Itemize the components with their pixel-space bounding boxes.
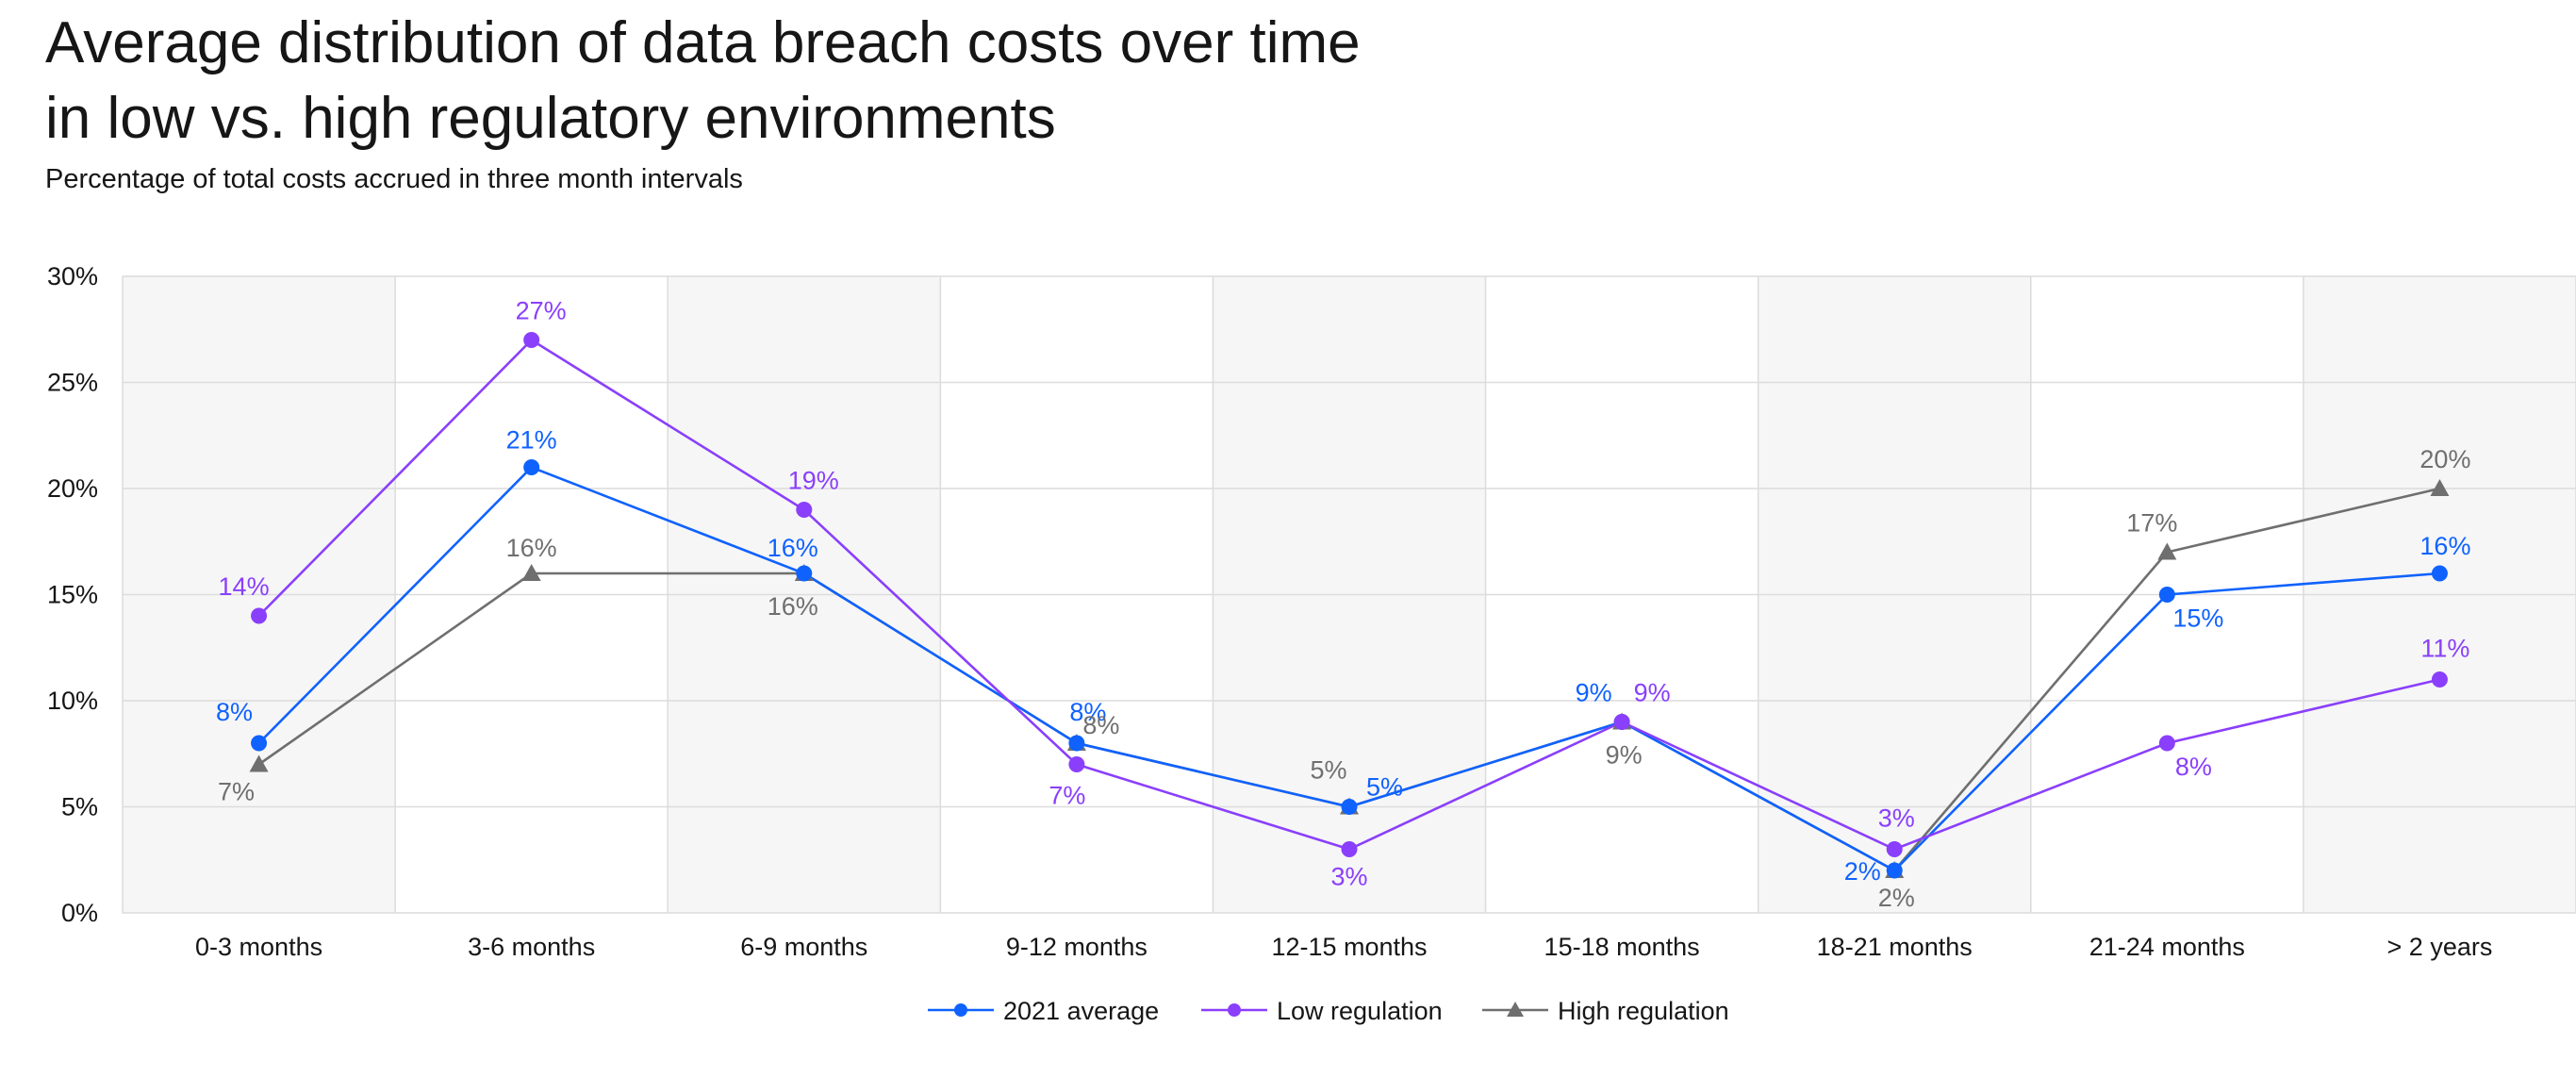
data-label-low-regulation: 7% — [1049, 782, 1085, 810]
data-label-2021-average: 5% — [1366, 773, 1403, 802]
data-label-high-regulation: 2% — [1878, 884, 1915, 912]
data-label-low-regulation: 11% — [2420, 635, 2469, 663]
data-point-high-regulation — [2157, 542, 2177, 560]
data-point-high-regulation — [521, 564, 541, 581]
data-label-high-regulation: 16% — [506, 534, 557, 562]
legend-item-2021-average[interactable]: 2021 average — [928, 997, 1159, 1025]
grid-lines — [122, 275, 2576, 914]
data-point-high-regulation — [2430, 479, 2450, 496]
data-label-2021-average: 8% — [1069, 698, 1106, 726]
data-point-low-regulation — [1341, 841, 1358, 857]
data-label-low-regulation: 14% — [219, 572, 270, 601]
x-tick-label: 21-24 months — [2089, 933, 2245, 961]
x-tick-label: 0-3 months — [195, 933, 322, 961]
data-label-high-regulation: 17% — [2126, 509, 2177, 538]
data-label-2021-average: 8% — [216, 698, 253, 726]
x-tick-label: 12-15 months — [1271, 933, 1427, 961]
legend-label: High regulation — [1558, 997, 1729, 1025]
x-tick-label: 6-9 months — [740, 933, 867, 961]
data-label-2021-average: 2% — [1844, 857, 1881, 886]
data-label-high-regulation: 16% — [768, 592, 818, 621]
data-point-2021-average — [523, 459, 540, 475]
data-point-2021-average — [796, 565, 813, 582]
data-label-low-regulation: 3% — [1330, 863, 1367, 891]
x-tick-label: > 2 years — [2387, 933, 2493, 961]
data-point-low-regulation — [251, 607, 268, 624]
data-point-low-regulation — [2158, 735, 2175, 752]
data-point-low-regulation — [796, 502, 813, 518]
data-point-low-regulation — [1886, 841, 1903, 857]
y-tick-label: 20% — [47, 474, 98, 503]
data-point-low-regulation — [523, 332, 540, 348]
data-label-high-regulation: 7% — [218, 778, 255, 806]
y-tick-label: 25% — [47, 369, 98, 397]
chart-subtitle: Percentage of total costs accrued in thr… — [45, 164, 743, 194]
y-tick-label: 30% — [47, 262, 98, 290]
data-point-2021-average — [1341, 799, 1358, 815]
data-label-2021-average: 16% — [768, 534, 818, 562]
data-label-2021-average: 16% — [2419, 532, 2470, 560]
data-label-low-regulation: 8% — [2175, 753, 2212, 781]
data-point-2021-average — [251, 735, 268, 752]
data-point-2021-average — [1886, 862, 1903, 879]
data-point-low-regulation — [2431, 671, 2448, 688]
data-point-2021-average — [2158, 587, 2175, 603]
x-tick-label: 9-12 months — [1006, 933, 1148, 961]
legend-item-low-regulation[interactable]: Low regulation — [1201, 997, 1443, 1025]
y-tick-label: 5% — [61, 793, 98, 821]
x-tick-label: 18-21 months — [1817, 933, 1973, 961]
y-tick-label: 0% — [61, 899, 98, 927]
legend: 2021 average Low regulation High regulatio… — [928, 997, 1729, 1025]
data-point-high-regulation — [249, 754, 269, 772]
legend-swatch-triangle-icon — [1507, 1002, 1524, 1017]
x-tick-label: 15-18 months — [1544, 933, 1700, 961]
legend-swatch-circle-icon — [1228, 1003, 1241, 1017]
data-label-2021-average: 15% — [2172, 605, 2223, 633]
data-label-high-regulation: 20% — [2419, 445, 2470, 473]
data-point-low-regulation — [1068, 756, 1085, 772]
y-tick-label: 15% — [47, 581, 98, 609]
legend-swatch-circle-icon — [954, 1003, 967, 1017]
data-label-high-regulation: 5% — [1310, 756, 1346, 785]
x-tick-label: 3-6 months — [468, 933, 595, 961]
chart-title: Average distribution of data breach cost… — [45, 10, 1361, 151]
legend-item-high-regulation[interactable]: High regulation — [1482, 997, 1729, 1025]
data-label-high-regulation: 8% — [1082, 711, 1119, 739]
data-label-low-regulation: 3% — [1878, 804, 1915, 833]
data-point-low-regulation — [1613, 714, 1630, 730]
legend-label: Low regulation — [1277, 997, 1443, 1025]
data-labels: 8% 21% 16% 8% 5% 9% 2% 15% 16% 14% 27% 19% 7% 3% 9% 3% 8… — [216, 297, 2470, 913]
data-label-high-regulation: 9% — [1606, 741, 1643, 770]
legend-label: 2021 average — [1003, 997, 1159, 1025]
y-tick-label: 10% — [47, 687, 98, 715]
data-point-2021-average — [1068, 735, 1085, 752]
data-label-low-regulation: 27% — [516, 297, 567, 325]
series-markers — [249, 332, 2450, 879]
data-point-2021-average — [2431, 565, 2448, 582]
axis-ticks: 0% 5% 10% 15% 20% 25% 30% 0-3 months 3-6 months 6… — [47, 262, 2492, 961]
data-label-2021-average: 9% — [1576, 679, 1612, 707]
data-label-low-regulation: 9% — [1634, 679, 1671, 707]
data-label-low-regulation: 19% — [788, 467, 839, 495]
data-label-2021-average: 21% — [506, 426, 557, 455]
